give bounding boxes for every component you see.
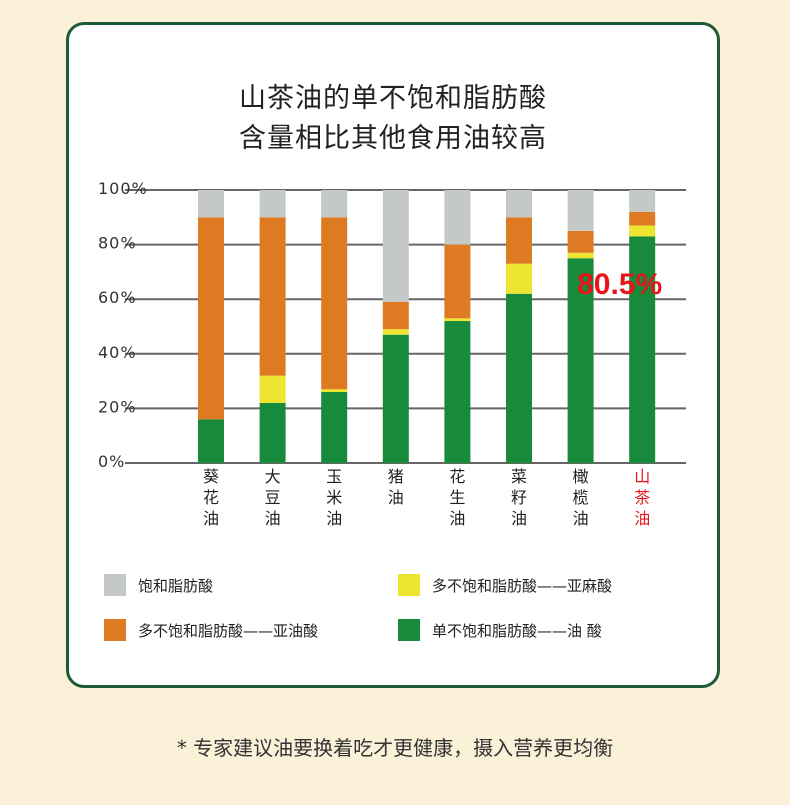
- legend-swatch: [104, 619, 126, 641]
- footnote: * 专家建议油要换着吃才更健康，摄入营养更均衡: [176, 736, 614, 760]
- x-tick-label: 猪: [388, 467, 404, 486]
- x-tick-label: 橄: [573, 467, 589, 486]
- bar-segment: [506, 263, 532, 294]
- bar-segment: [382, 301, 409, 330]
- bar-segment: [506, 217, 532, 264]
- x-tick-label: 菜: [511, 467, 527, 486]
- bar-segment: [629, 211, 656, 226]
- x-tick-label: 豆: [265, 488, 281, 507]
- x-tick-label: 油: [326, 509, 342, 528]
- x-tick-label: 油: [573, 509, 589, 528]
- bar-segment: [198, 190, 224, 218]
- legend-label: 饱和脂肪酸: [138, 576, 214, 595]
- bar-segment: [259, 402, 286, 463]
- legend-item: 多不饱和脂肪酸——亚油酸: [104, 618, 318, 642]
- bar-segment: [629, 236, 656, 463]
- bar-segment: [198, 217, 224, 420]
- legend-label: 多不饱和脂肪酸——亚油酸: [138, 621, 319, 640]
- bar-segment: [567, 258, 594, 463]
- x-tick-label: 米: [326, 488, 342, 507]
- x-tick-label: 大: [265, 467, 281, 486]
- x-tick-label: 油: [511, 509, 527, 528]
- bar-segment: [259, 217, 286, 376]
- x-tick-label: 油: [388, 488, 404, 507]
- legend-item: 多不饱和脂肪酸——亚麻酸: [398, 573, 612, 597]
- bar-segment: [506, 190, 532, 218]
- bar-segment: [629, 190, 656, 212]
- bar-segment: [321, 392, 348, 463]
- bar-segment: [382, 334, 409, 463]
- y-tick-label: 0%: [98, 452, 125, 471]
- legend-item: 饱和脂肪酸: [104, 573, 213, 597]
- bar-segment: [567, 230, 594, 253]
- bar-segment: [259, 375, 286, 403]
- y-tick-label: 40%: [98, 343, 137, 362]
- bar-segment: [567, 252, 594, 259]
- bar-segment: [629, 225, 656, 237]
- bar-segment: [444, 321, 471, 463]
- bar-segment: [506, 293, 532, 463]
- x-tick-label: 油: [265, 509, 281, 528]
- legend-label: 单不饱和脂肪酸——油 酸: [432, 621, 602, 640]
- x-tick-label: 花: [203, 488, 219, 507]
- x-tick-label: 榄: [573, 488, 589, 507]
- bar-segment: [321, 389, 348, 393]
- x-tick-label: 山: [634, 467, 650, 486]
- x-tick-label: 茶: [634, 488, 650, 507]
- bar-segment: [567, 190, 594, 231]
- x-tick-label: 花: [449, 467, 465, 486]
- bar-segment: [382, 329, 409, 335]
- bar-segment: [444, 318, 471, 322]
- bar-segment: [321, 190, 348, 218]
- bar-segment: [444, 190, 471, 245]
- y-tick-label: 60%: [98, 288, 137, 307]
- y-tick-label: 100%: [98, 179, 148, 198]
- y-tick-label: 80%: [98, 234, 137, 253]
- y-tick-label: 20%: [98, 397, 137, 416]
- bar-segment: [321, 217, 348, 390]
- x-tick-label: 油: [634, 509, 650, 528]
- bar-segment: [198, 419, 224, 463]
- bar-segment: [382, 190, 409, 302]
- bar-segment: [259, 190, 286, 218]
- x-tick-label: 玉: [326, 467, 342, 486]
- x-tick-label: 生: [449, 488, 465, 507]
- chart-title-line1: 山茶油的单不饱和脂肪酸: [239, 83, 547, 114]
- x-tick-label: 葵: [203, 467, 219, 486]
- legend-swatch: [398, 619, 420, 641]
- legend-swatch: [398, 574, 420, 596]
- legend-item: 单不饱和脂肪酸——油 酸: [398, 618, 602, 642]
- value-annotation: 80.5%: [577, 268, 662, 301]
- legend-label: 多不饱和脂肪酸——亚麻酸: [432, 576, 613, 595]
- bar-segment: [444, 244, 471, 319]
- x-tick-label: 油: [203, 509, 219, 528]
- x-tick-label: 籽: [511, 488, 527, 507]
- legend-swatch: [104, 574, 126, 596]
- x-tick-label: 油: [449, 509, 465, 528]
- chart-title-line2: 含量相比其他食用油较高: [239, 123, 547, 154]
